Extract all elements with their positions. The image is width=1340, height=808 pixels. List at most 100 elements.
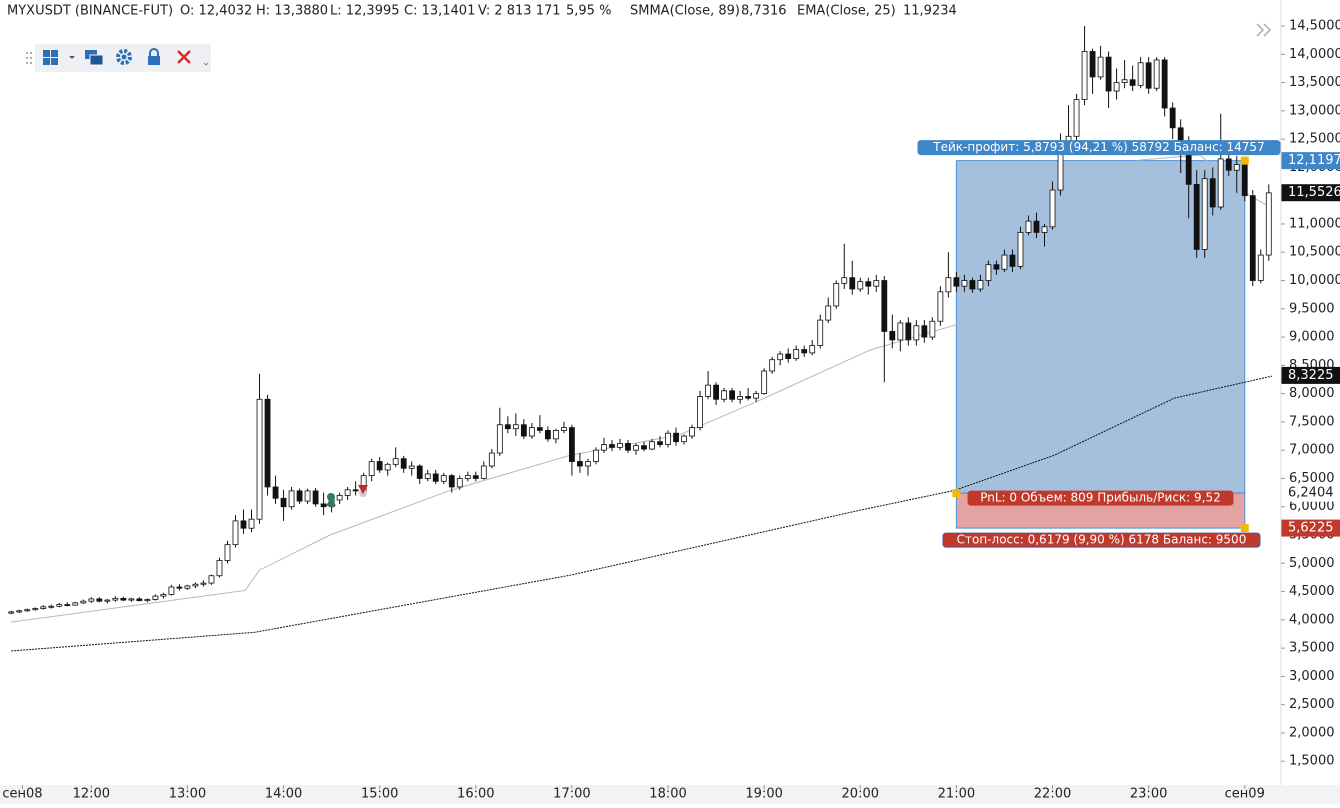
candle-body [833,282,840,307]
x-tick-label: 17:00 [553,787,590,802]
dropdown[interactable] [69,56,75,59]
candle-body [1073,99,1080,137]
candle-body [913,325,920,341]
y-tick-label: 9,0000 [1289,330,1335,345]
x-tick-label: 19:00 [745,787,782,802]
settings-button[interactable] [116,49,132,65]
y-tick-label: 1,5000 [1289,754,1335,769]
candle-body [296,490,303,502]
candle-body [488,452,495,467]
x-tick-label: 16:00 [457,787,494,802]
ohlc-field: V: 2 813 171 [478,4,561,19]
candle-body [1193,183,1200,250]
candle-body [1137,62,1144,86]
candle-body [641,445,647,450]
candle-body [472,475,479,479]
candle-body [769,359,776,372]
candle-body [857,281,864,290]
candle-body [136,598,143,602]
candle-body [536,427,543,431]
x-tick-label: сен09 [1225,787,1265,802]
candle-body [240,520,247,529]
candle-body [585,461,591,467]
candle-body [1025,220,1032,233]
candle-body [200,582,207,585]
expand[interactable] [203,62,209,66]
handle [1240,524,1249,533]
candle-body [841,277,848,284]
candle-body [793,349,800,359]
price-badge [1281,519,1340,537]
candle-body [408,465,415,469]
candle-body [721,390,728,400]
x-tick-label: 18:00 [649,787,686,802]
candle-body [48,605,55,608]
candle-body [1161,59,1168,109]
candle-body [601,444,607,451]
candle-body [336,495,343,501]
grip[interactable] [26,52,32,64]
x-tick-label: 21:00 [938,787,975,802]
position-label: Стоп-лосс: 0,6179 (9,90 %) 6178 Баланс: … [957,533,1247,547]
candle-body [1257,254,1264,281]
price-badge [1281,152,1340,170]
lock-button[interactable] [148,48,160,65]
windows-button[interactable] [85,50,104,66]
candle-body [232,520,239,546]
candle-body [464,475,471,479]
indicator-name: SMMA(Close, 89) [630,4,740,19]
position-label: PnL: 0 Объем: 809 Прибыль/Риск: 9,52 [980,491,1221,505]
candle-body [969,280,976,290]
candle-body [1233,164,1240,171]
candle-body [80,600,87,604]
candle-body [993,264,1000,270]
close-button[interactable] [177,50,191,64]
candle-body [1081,51,1088,100]
layout-button[interactable] [43,50,58,65]
candle-body [889,331,896,341]
collapse-panel[interactable] [1256,23,1272,37]
candle-body [937,291,944,322]
ohlc-field: O: 12,4032 [180,4,252,19]
y-tick-label: 2,5000 [1289,697,1335,712]
candle-body [432,473,439,482]
indicator-name: EMA(Close, 25) [797,4,896,19]
candle-body [56,604,63,607]
candle-body [120,597,127,601]
candle-body [817,319,824,346]
handle [952,489,961,498]
y-tick-label: 13,5000 [1289,75,1340,90]
price-badge [1281,366,1340,384]
ohlc-field: 5,95 % [566,4,611,19]
ohlc-field: L: 12,3995 [330,4,400,19]
candle-body [424,473,431,479]
symbol: MYXUSDT (BINANCE-FUT) [7,4,173,19]
candle-body [312,490,319,505]
candle-body [921,325,928,338]
y-tick-label: 10,0000 [1289,273,1340,288]
candle-body [416,465,423,479]
x-tick-label: сен08 [2,787,42,802]
candle-body [280,497,287,508]
candle-body [681,435,687,443]
candle-body [1089,51,1096,78]
candle-body [689,427,695,437]
candle-body [1249,195,1256,281]
candle-body [216,560,223,577]
candle-body [977,280,984,290]
buy-marker [326,497,336,506]
candle-body [633,445,639,451]
candle-body [825,305,832,321]
candle-body [304,490,311,502]
price-badge-label: 6,2404 [1288,486,1334,501]
candle-body [593,449,599,462]
axes: 1,5000 2,0000 2,5000 3,0000 3,5000 4,0000 4,50… [2,19,1340,802]
indicator-line [11,375,1273,652]
candle-body [1033,220,1040,233]
toolbar [26,44,211,72]
candle-body [577,461,583,467]
candle-body [1201,178,1208,250]
candle-body [288,490,295,508]
candle-body [1017,232,1024,267]
candle-body [496,424,503,454]
